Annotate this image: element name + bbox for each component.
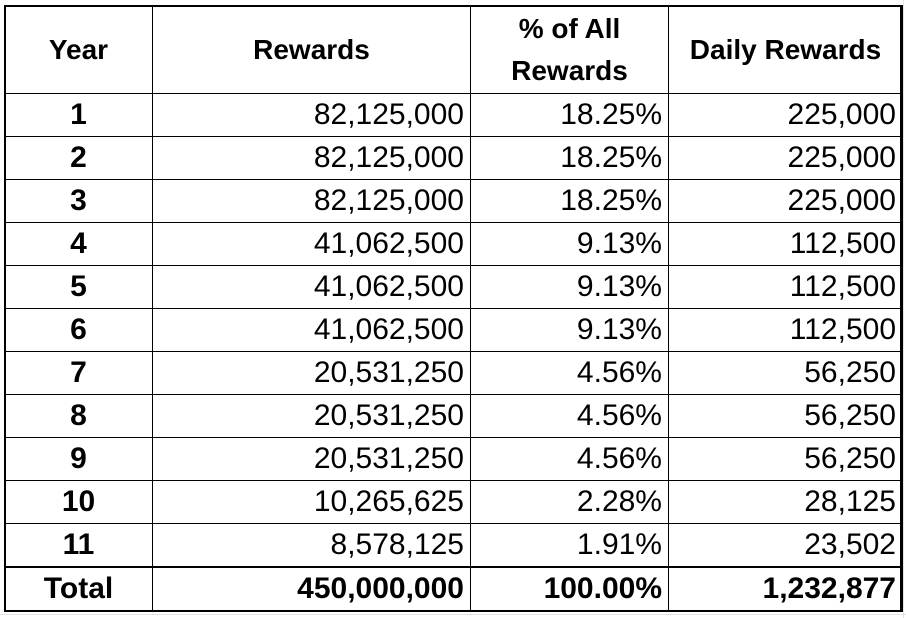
cell-daily-rewards[interactable]: 28,125 (668, 480, 903, 524)
total-rewards[interactable]: 450,000,000 (152, 566, 471, 612)
cell-year[interactable]: 6 (4, 308, 153, 352)
cell-daily-rewards[interactable]: 225,000 (668, 93, 903, 137)
table-body: 1 82,125,000 18.25% 225,000 2 82,125,000 18.25… (4, 93, 903, 568)
cell-pct-of-all-rewards[interactable]: 4.56% (470, 394, 669, 438)
total-row: Total 450,000,000 100.00% 1,232,877 (4, 566, 903, 612)
cell-pct-of-all-rewards[interactable]: 2.28% (470, 480, 669, 524)
table-row: 6 41,062,500 9.13% 112,500 (4, 308, 903, 352)
cell-daily-rewards[interactable]: 225,000 (668, 136, 903, 180)
cell-year[interactable]: 10 (4, 480, 153, 524)
cell-year[interactable]: 7 (4, 351, 153, 395)
table-row: 5 41,062,500 9.13% 112,500 (4, 265, 903, 309)
cell-pct-of-all-rewards[interactable]: 18.25% (470, 136, 669, 180)
cell-pct-of-all-rewards[interactable]: 9.13% (470, 265, 669, 309)
rewards-table: Year Rewards % of All Rewards Daily Rewa… (4, 5, 903, 612)
cell-daily-rewards[interactable]: 112,500 (668, 222, 903, 266)
cell-rewards[interactable]: 41,062,500 (152, 265, 471, 309)
cell-pct-of-all-rewards[interactable]: 9.13% (470, 308, 669, 352)
total-pct[interactable]: 100.00% (470, 566, 669, 612)
cell-year[interactable]: 11 (4, 523, 153, 568)
cell-year[interactable]: 1 (4, 93, 153, 137)
total-label[interactable]: Total (4, 566, 153, 612)
cell-rewards[interactable]: 20,531,250 (152, 351, 471, 395)
gridline (903, 0, 904, 618)
header-row: Year Rewards % of All Rewards Daily Rewa… (4, 5, 903, 94)
header-daily-rewards[interactable]: Daily Rewards (668, 5, 903, 94)
cell-rewards[interactable]: 82,125,000 (152, 179, 471, 223)
cell-daily-rewards[interactable]: 23,502 (668, 523, 903, 568)
cell-year[interactable]: 2 (4, 136, 153, 180)
table-row: 7 20,531,250 4.56% 56,250 (4, 351, 903, 395)
cell-year[interactable]: 9 (4, 437, 153, 481)
cell-rewards[interactable]: 10,265,625 (152, 480, 471, 524)
cell-year[interactable]: 5 (4, 265, 153, 309)
table-row: 3 82,125,000 18.25% 225,000 (4, 179, 903, 223)
cell-daily-rewards[interactable]: 112,500 (668, 265, 903, 309)
cell-rewards[interactable]: 41,062,500 (152, 222, 471, 266)
cell-pct-of-all-rewards[interactable]: 4.56% (470, 437, 669, 481)
table-row: 9 20,531,250 4.56% 56,250 (4, 437, 903, 481)
cell-pct-of-all-rewards[interactable]: 1.91% (470, 523, 669, 568)
cell-daily-rewards[interactable]: 56,250 (668, 351, 903, 395)
table-row: 8 20,531,250 4.56% 56,250 (4, 394, 903, 438)
table-row: 11 8,578,125 1.91% 23,502 (4, 523, 903, 568)
cell-pct-of-all-rewards[interactable]: 4.56% (470, 351, 669, 395)
cell-rewards[interactable]: 41,062,500 (152, 308, 471, 352)
cell-rewards[interactable]: 82,125,000 (152, 93, 471, 137)
cell-rewards[interactable]: 82,125,000 (152, 136, 471, 180)
table-row: 4 41,062,500 9.13% 112,500 (4, 222, 903, 266)
cell-daily-rewards[interactable]: 225,000 (668, 179, 903, 223)
table-row: 10 10,265,625 2.28% 28,125 (4, 480, 903, 524)
header-pct-of-all-rewards[interactable]: % of All Rewards (470, 5, 669, 94)
table-row: 2 82,125,000 18.25% 225,000 (4, 136, 903, 180)
cell-daily-rewards[interactable]: 112,500 (668, 308, 903, 352)
cell-rewards[interactable]: 8,578,125 (152, 523, 471, 568)
total-daily-rewards[interactable]: 1,232,877 (668, 566, 903, 612)
cell-pct-of-all-rewards[interactable]: 18.25% (470, 93, 669, 137)
cell-daily-rewards[interactable]: 56,250 (668, 437, 903, 481)
cell-rewards[interactable]: 20,531,250 (152, 437, 471, 481)
header-rewards[interactable]: Rewards (152, 5, 471, 94)
table-footer: Total 450,000,000 100.00% 1,232,877 (4, 566, 903, 612)
cell-year[interactable]: 3 (4, 179, 153, 223)
gridline (0, 614, 906, 615)
cell-year[interactable]: 4 (4, 222, 153, 266)
table-header: Year Rewards % of All Rewards Daily Rewa… (4, 5, 903, 94)
cell-pct-of-all-rewards[interactable]: 9.13% (470, 222, 669, 266)
cell-rewards[interactable]: 20,531,250 (152, 394, 471, 438)
cell-pct-of-all-rewards[interactable]: 18.25% (470, 179, 669, 223)
cell-year[interactable]: 8 (4, 394, 153, 438)
header-year[interactable]: Year (4, 5, 153, 94)
cell-daily-rewards[interactable]: 56,250 (668, 394, 903, 438)
table-row: 1 82,125,000 18.25% 225,000 (4, 93, 903, 137)
